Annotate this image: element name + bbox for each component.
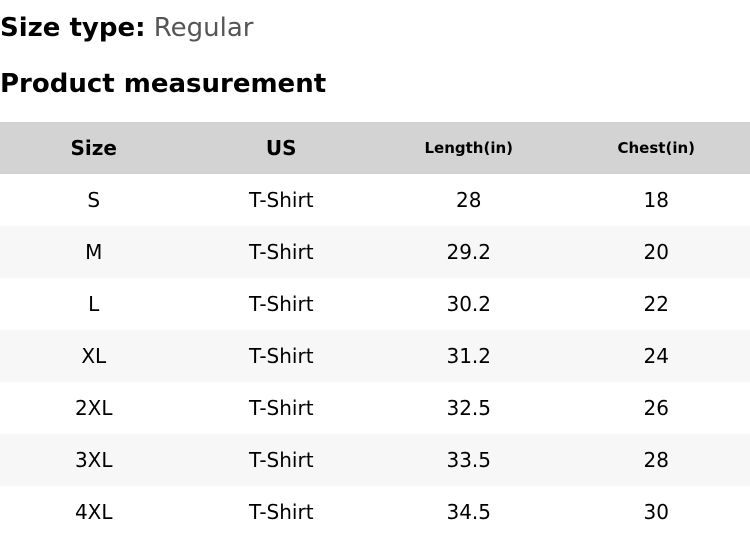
size-type-line: Size type: Regular <box>0 12 253 44</box>
table-row: 3XL T-Shirt 33.5 28 <box>0 434 750 486</box>
section-title: Product measurement <box>0 69 327 99</box>
size-type-label: Size type: <box>0 13 146 43</box>
header-chest: Chest(in) <box>617 139 696 157</box>
cell-length: 28 <box>456 188 482 212</box>
cell-us: T-Shirt <box>248 188 314 212</box>
cell-chest: 18 <box>643 188 669 212</box>
cell-size: S <box>87 188 101 212</box>
cell-chest: 26 <box>643 396 669 420</box>
cell-chest: 28 <box>643 448 669 472</box>
cell-chest: 20 <box>643 240 669 264</box>
cell-us: T-Shirt <box>248 396 314 420</box>
table-row: 2XL T-Shirt 32.5 26 <box>0 382 750 434</box>
cell-chest: 30 <box>643 500 669 524</box>
table-row: 4XL T-Shirt 34.5 30 <box>0 486 750 538</box>
cell-length: 33.5 <box>446 448 492 472</box>
cell-us: T-Shirt <box>248 500 314 524</box>
cell-size: M <box>85 240 103 264</box>
cell-chest: 22 <box>643 292 669 316</box>
cell-length: 29.2 <box>446 240 492 264</box>
cell-length: 31.2 <box>446 344 492 368</box>
table-row: L T-Shirt 30.2 22 <box>0 278 750 330</box>
cell-us: T-Shirt <box>248 448 314 472</box>
table-row: XL T-Shirt 31.2 24 <box>0 330 750 382</box>
cell-us: T-Shirt <box>248 240 314 264</box>
header-size: Size <box>70 136 117 160</box>
cell-size: 2XL <box>74 396 113 420</box>
header-us: US <box>265 136 297 160</box>
cell-us: T-Shirt <box>248 292 314 316</box>
cell-length: 34.5 <box>446 500 492 524</box>
table-header-row: Size US Length(in) Chest(in) <box>0 122 750 174</box>
cell-size: 4XL <box>74 500 113 524</box>
header-length: Length(in) <box>424 139 514 157</box>
cell-size: L <box>88 292 100 316</box>
size-type-value: Regular <box>153 13 254 43</box>
table-row: S T-Shirt 28 18 <box>0 174 750 226</box>
cell-length: 30.2 <box>446 292 492 316</box>
cell-size: XL <box>81 344 107 368</box>
cell-size: 3XL <box>74 448 113 472</box>
cell-length: 32.5 <box>446 396 492 420</box>
cell-chest: 24 <box>643 344 669 368</box>
table-row: M T-Shirt 29.2 20 <box>0 226 750 278</box>
cell-us: T-Shirt <box>248 344 314 368</box>
measurement-table: Size US Length(in) Chest(in) S T-Shirt 2… <box>0 122 750 538</box>
